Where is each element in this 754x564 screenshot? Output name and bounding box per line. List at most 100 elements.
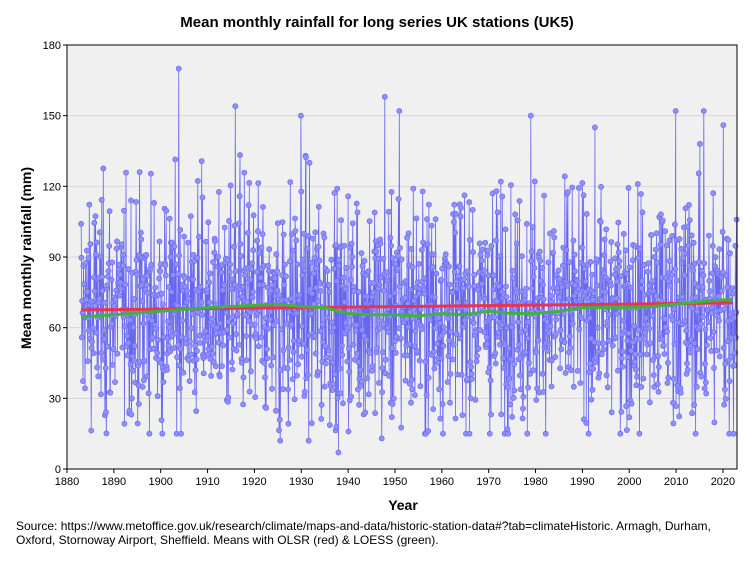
monthly-point — [279, 219, 286, 225]
monthly-point — [655, 388, 662, 395]
monthly-point — [198, 298, 205, 305]
monthly-point — [609, 342, 616, 349]
monthly-point — [716, 246, 723, 253]
monthly-point — [227, 261, 234, 268]
monthly-point — [382, 356, 389, 363]
monthly-point — [660, 342, 667, 349]
monthly-point — [300, 340, 307, 347]
monthly-point — [466, 430, 473, 437]
monthly-point — [326, 288, 333, 295]
monthly-point — [288, 321, 295, 328]
monthly-point — [506, 375, 512, 382]
monthly-point — [549, 357, 555, 364]
monthly-point — [631, 358, 638, 365]
monthly-point — [600, 346, 607, 353]
monthly-point — [165, 318, 171, 325]
monthly-point — [659, 217, 666, 224]
monthly-point — [294, 261, 301, 268]
monthly-point — [354, 209, 361, 216]
monthly-point — [558, 346, 565, 353]
monthly-point — [583, 420, 590, 426]
monthly-point — [494, 209, 501, 216]
monthly-point — [265, 325, 272, 332]
monthly-point — [669, 232, 676, 239]
monthly-point — [600, 340, 606, 347]
monthly-point — [645, 260, 652, 267]
monthly-point — [644, 268, 651, 275]
monthly-point — [285, 420, 292, 427]
monthly-point — [715, 293, 722, 300]
monthly-point — [421, 290, 428, 297]
monthly-point — [354, 350, 360, 357]
monthly-point — [101, 327, 107, 334]
monthly-point — [109, 320, 115, 327]
monthly-point — [138, 236, 145, 243]
x-tick-label: 1970 — [476, 476, 500, 488]
monthly-point — [440, 342, 447, 349]
monthly-point — [125, 339, 132, 346]
monthly-point — [255, 180, 262, 186]
monthly-point — [608, 282, 614, 289]
monthly-point — [354, 386, 361, 393]
monthly-point — [671, 306, 677, 313]
monthly-point — [509, 267, 516, 274]
y-axis-title: Mean monthly rainfall (mm) — [18, 167, 34, 349]
monthly-point — [572, 268, 578, 275]
x-tick-label: 2000 — [617, 476, 641, 488]
monthly-point — [88, 344, 95, 351]
monthly-point — [551, 234, 558, 241]
monthly-point — [151, 199, 157, 206]
monthly-point — [491, 314, 498, 321]
monthly-point — [211, 249, 218, 256]
monthly-point — [525, 318, 532, 325]
monthly-point — [681, 318, 688, 325]
monthly-point — [524, 335, 531, 342]
monthly-point — [225, 394, 232, 401]
monthly-point — [93, 239, 100, 246]
monthly-point — [338, 217, 344, 224]
monthly-point — [181, 233, 187, 240]
monthly-point — [95, 373, 102, 380]
monthly-point — [385, 208, 392, 215]
monthly-point — [569, 184, 576, 191]
monthly-point — [403, 315, 410, 322]
monthly-point — [118, 241, 125, 248]
monthly-point — [676, 413, 683, 420]
monthly-point — [180, 369, 187, 376]
monthly-point — [372, 410, 378, 417]
monthly-point — [260, 281, 267, 288]
monthly-point — [177, 226, 184, 233]
monthly-point — [464, 268, 471, 275]
monthly-point — [733, 309, 740, 316]
monthly-point — [324, 268, 331, 274]
monthly-point — [588, 396, 595, 403]
monthly-point — [236, 341, 243, 348]
monthly-point — [207, 355, 214, 362]
monthly-point — [539, 370, 546, 377]
monthly-point — [141, 358, 148, 364]
monthly-point — [245, 202, 252, 209]
monthly-point — [700, 272, 707, 279]
monthly-point — [684, 366, 691, 373]
monthly-point — [240, 401, 246, 408]
monthly-point — [251, 321, 258, 328]
monthly-point — [721, 306, 728, 312]
monthly-point — [193, 356, 200, 363]
monthly-point — [315, 243, 322, 250]
monthly-point — [124, 352, 131, 359]
monthly-point — [170, 272, 177, 278]
monthly-point — [493, 298, 500, 305]
monthly-point — [509, 413, 515, 420]
monthly-point — [583, 210, 590, 217]
monthly-point — [315, 297, 321, 304]
monthly-point — [274, 268, 280, 275]
monthly-point — [601, 252, 608, 258]
monthly-point — [548, 293, 554, 299]
monthly-point — [696, 258, 702, 265]
monthly-point — [82, 385, 88, 392]
monthly-point — [226, 269, 233, 276]
x-tick-label: 1930 — [289, 476, 313, 488]
monthly-point — [294, 372, 300, 379]
monthly-point — [185, 357, 192, 364]
monthly-point — [430, 406, 437, 412]
